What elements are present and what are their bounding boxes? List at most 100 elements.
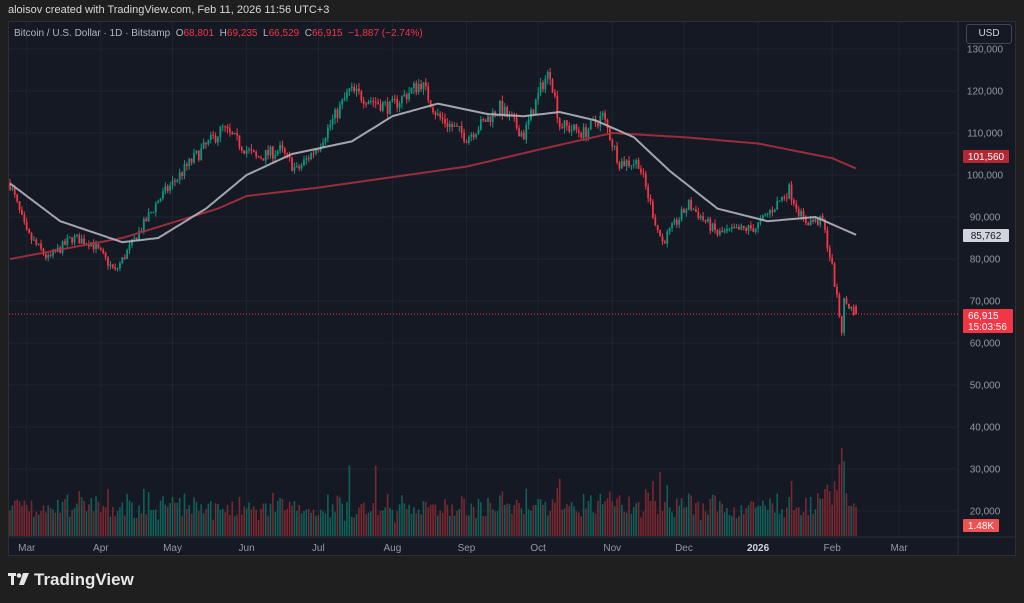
close-label: C (304, 28, 312, 39)
candle-body (384, 102, 387, 104)
volume-bar (198, 510, 200, 536)
volume-bar (781, 509, 783, 536)
volume-bar (599, 494, 602, 536)
candle-body (484, 119, 487, 122)
volume-bar (102, 505, 105, 536)
volume-bar (458, 508, 461, 536)
candle-body (781, 196, 783, 201)
candle-body (293, 166, 296, 171)
candle-body (487, 116, 489, 122)
volume-bar (422, 501, 425, 536)
volume-bar (329, 517, 332, 536)
y-tick-label: 130,000 (967, 45, 1004, 56)
volume-bar (609, 491, 611, 536)
candle-body (699, 216, 702, 219)
volume-bar (183, 493, 186, 536)
candle-body (260, 157, 262, 159)
candle-body (159, 198, 162, 202)
volume-bar (319, 509, 322, 536)
volume-bar (790, 481, 793, 536)
candle-body (171, 180, 174, 186)
y-tick-label: 90,000 (970, 213, 1001, 224)
volume-bar (542, 504, 544, 536)
volume-bar (652, 481, 654, 536)
volume-bar (252, 506, 255, 536)
candle-body (814, 217, 817, 222)
volume-bar (568, 505, 571, 536)
volume-bar (642, 511, 645, 536)
x-tick-label: Mar (890, 543, 908, 554)
volume-bar (468, 515, 470, 536)
candle-body (152, 212, 155, 214)
candle-body (78, 234, 81, 244)
candle-body (647, 186, 650, 199)
candle-body (840, 316, 843, 333)
candle-body (738, 226, 740, 230)
candle-body (742, 225, 745, 228)
volume-bar (556, 488, 559, 536)
candle-body (635, 160, 638, 165)
volume-bar (324, 513, 327, 536)
candle-body (44, 254, 47, 258)
candle-body (183, 164, 186, 176)
candle-body (623, 161, 626, 167)
volume-bar (623, 511, 626, 536)
candle-body (181, 172, 183, 176)
candle-body (515, 117, 518, 129)
currency-button[interactable]: USD (966, 24, 1012, 44)
volume-bar (143, 488, 145, 536)
candle-body (334, 109, 336, 119)
candle-body (663, 241, 666, 244)
candle-body (773, 209, 776, 212)
tradingview-logo[interactable]: TradingView (8, 570, 134, 590)
chart-panel[interactable] (8, 21, 1016, 556)
low-value: 66,529 (268, 28, 300, 39)
candle-body (554, 92, 556, 96)
volume-bar (307, 508, 310, 536)
candle-body (111, 264, 114, 268)
candle-body (341, 99, 344, 105)
candle-body (594, 119, 597, 124)
volume-bar (838, 464, 841, 536)
volume-bar (432, 504, 434, 536)
candle-body (446, 123, 449, 127)
volume-bar (391, 509, 394, 536)
y-tick-label: 60,000 (970, 339, 1001, 350)
volume-bar (535, 505, 537, 536)
candle-body (501, 100, 504, 116)
last-price-label: 66,915 (968, 311, 999, 322)
candle-body (434, 112, 437, 116)
volume-bar (410, 513, 413, 536)
candle-body (573, 124, 575, 130)
candle-body (61, 241, 64, 253)
volume-bar (683, 507, 685, 536)
volume-bar (171, 496, 174, 536)
volume-bar (33, 516, 35, 536)
candle-body (816, 217, 819, 225)
volume-bar (527, 509, 530, 536)
candle-body (764, 214, 767, 216)
volume-bar (293, 500, 296, 536)
candle-body (123, 257, 126, 259)
volume-bar (207, 503, 210, 536)
volume-bar (685, 507, 688, 536)
volume-bar (601, 504, 604, 536)
candle-body (788, 184, 791, 199)
candle-body (833, 263, 836, 287)
volume-bar (441, 512, 444, 536)
volume-bar (16, 499, 18, 536)
volume-bar (778, 513, 781, 536)
candle-body (37, 243, 40, 245)
candle-body (625, 160, 628, 167)
candle-body (25, 221, 28, 230)
volume-bar (241, 514, 243, 536)
candle-body (377, 102, 379, 105)
volume-bar (482, 516, 485, 536)
candle-body (291, 157, 293, 171)
candle-body (214, 135, 217, 143)
chart-credit: aloisov created with TradingView.com, Fe… (8, 4, 330, 16)
volume-bar (40, 511, 42, 536)
candle-body (467, 136, 470, 143)
candle-body (169, 185, 172, 191)
